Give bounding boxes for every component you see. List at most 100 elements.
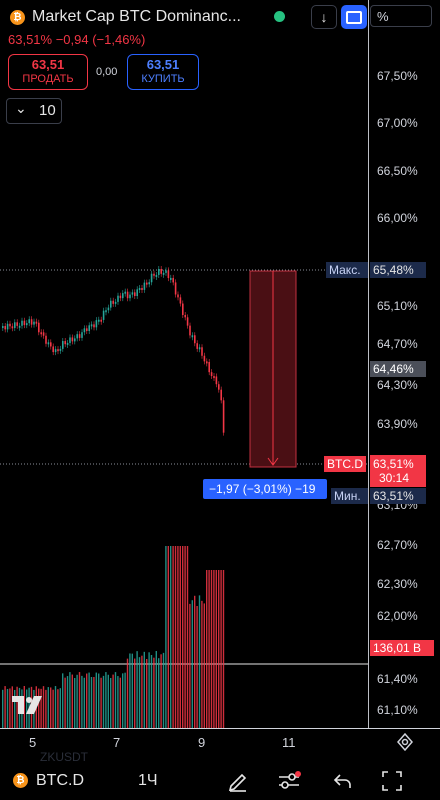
volume-bar <box>40 688 42 728</box>
volume-bar <box>112 674 114 728</box>
volume-bar <box>155 651 157 728</box>
candle <box>218 384 220 390</box>
volume-bar <box>107 674 109 728</box>
candle <box>203 355 206 362</box>
sell-price: 63,51 <box>31 57 65 72</box>
volume-bar <box>9 688 11 728</box>
candle <box>50 342 52 347</box>
volume-bar <box>215 570 217 728</box>
market-status-dot-icon <box>274 11 285 22</box>
volume-bar <box>208 570 210 728</box>
candle <box>126 291 129 299</box>
interval-value: 10 <box>39 102 56 119</box>
arrow-down-icon: ↓ <box>320 9 328 25</box>
volume-bar <box>57 689 59 728</box>
volume-bar <box>93 677 95 728</box>
candle <box>33 321 35 325</box>
candle <box>110 300 112 308</box>
min-label: Мин. <box>331 488 368 504</box>
candle <box>9 323 11 327</box>
candle <box>23 320 26 326</box>
price-axis-separator <box>368 0 369 728</box>
candle <box>129 294 131 299</box>
last-price-value: 63,51% <box>373 457 414 471</box>
measure-arrow-head-icon <box>267 457 279 466</box>
price-tick-label: 63,90% <box>377 417 418 431</box>
candle <box>83 328 86 333</box>
candle <box>215 376 218 385</box>
volume-bar <box>134 658 136 728</box>
candle <box>4 326 6 330</box>
candle <box>119 295 122 299</box>
download-button[interactable]: ↓ <box>311 5 337 29</box>
candle <box>2 326 4 329</box>
toolbar-interval[interactable]: 1Ч <box>138 772 158 789</box>
candle <box>76 334 78 339</box>
undo-icon[interactable] <box>333 771 353 796</box>
volume-bar <box>102 675 105 728</box>
settings-icon[interactable] <box>396 732 414 752</box>
bottom-toolbar: ₿ BTC.D 1Ч <box>0 762 440 800</box>
volume-bar <box>170 546 172 728</box>
candle <box>105 310 107 313</box>
buy-label: КУПИТЬ <box>141 73 185 85</box>
price-tick-label: 62,00% <box>377 609 418 623</box>
candle <box>170 277 172 280</box>
object-tree-button[interactable] <box>341 5 367 29</box>
volume-bars <box>2 546 225 728</box>
volume-bar <box>150 655 153 728</box>
volume-bar <box>148 652 150 728</box>
buy-button[interactable]: 63,51 КУПИТЬ <box>127 54 199 90</box>
price-tick-label: 67,50% <box>377 69 418 83</box>
measure-result-label: −1,97 (−3,01%) −19 <box>203 479 327 499</box>
candle <box>81 332 83 338</box>
symbol-title[interactable]: Market Cap BTC Dominanc... <box>32 8 241 25</box>
volume-bar <box>6 688 9 728</box>
toolbar-symbol[interactable]: BTC.D <box>36 772 84 789</box>
candle <box>124 291 126 294</box>
candle <box>52 346 54 353</box>
volume-bar <box>210 570 213 728</box>
candle <box>134 292 136 296</box>
volume-bar <box>146 658 148 728</box>
candle <box>64 341 66 345</box>
candle <box>6 323 9 330</box>
candle <box>208 362 210 373</box>
volume-bar <box>136 651 138 728</box>
fullscreen-icon[interactable] <box>382 771 402 796</box>
indicators-icon[interactable] <box>277 770 301 797</box>
volume-bar <box>71 674 73 728</box>
max-price-badge: 65,48% <box>370 262 426 278</box>
spread-value: 0,00 <box>96 66 118 78</box>
candle <box>220 389 222 401</box>
candle <box>18 325 21 328</box>
drawing-pen-icon[interactable] <box>227 770 249 797</box>
buy-price: 63,51 <box>146 57 180 72</box>
volume-bar <box>66 676 69 728</box>
volume-bar <box>59 688 61 728</box>
candle <box>191 335 194 338</box>
price-tick-label: 61,10% <box>377 703 418 717</box>
bar-countdown: 30:14 <box>379 471 410 485</box>
volume-bar <box>189 603 191 728</box>
candle <box>16 322 18 326</box>
volume-bar <box>83 677 85 728</box>
candle <box>155 274 158 277</box>
price-chart[interactable] <box>0 0 368 728</box>
volume-bar <box>88 672 90 728</box>
volume-bar <box>110 677 112 728</box>
sell-button[interactable]: 63,51 ПРОДАТЬ <box>8 54 88 90</box>
candle <box>71 337 74 342</box>
volume-bar <box>78 672 81 728</box>
interval-selector[interactable]: ⌄ 10 <box>6 98 62 124</box>
candle <box>177 294 179 298</box>
volume-bar <box>206 570 208 728</box>
percent-scale-toggle[interactable]: % <box>370 5 432 27</box>
candle <box>54 349 57 353</box>
volume-bar <box>165 546 167 728</box>
volume-bar <box>4 686 6 728</box>
volume-bar <box>26 689 28 728</box>
candle <box>179 297 182 304</box>
price-tick-label: 64,70% <box>377 337 418 351</box>
candle <box>201 347 203 356</box>
